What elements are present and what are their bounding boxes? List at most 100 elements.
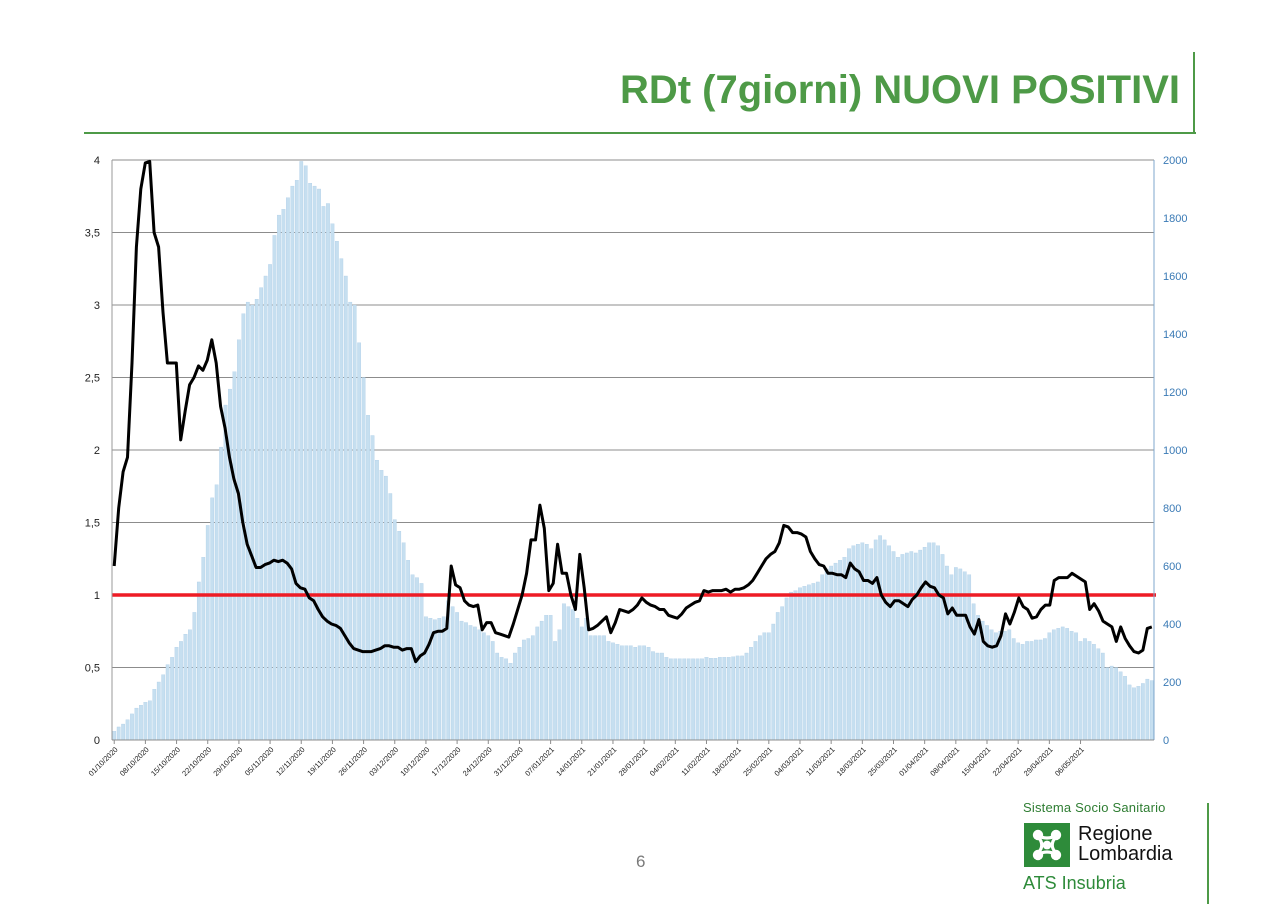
bar (486, 635, 491, 741)
x-tick-label: 26/11/2020 (336, 745, 369, 778)
bar (286, 197, 290, 741)
bar (1020, 644, 1025, 741)
bar (1145, 678, 1150, 741)
bar (905, 552, 909, 741)
bar (994, 632, 998, 741)
bar (1051, 629, 1056, 741)
bar (263, 275, 268, 741)
logo-vertical-divider (1207, 803, 1209, 904)
bar (321, 206, 326, 741)
bar (259, 287, 264, 741)
bar (646, 647, 651, 741)
bar (700, 658, 704, 741)
bar (214, 484, 219, 741)
right-tick-label: 1600 (1163, 271, 1187, 283)
bar (1029, 641, 1034, 741)
bar (588, 635, 593, 741)
bar (1060, 626, 1065, 741)
logo-system-label: Sistema Socio Sanitario (1023, 800, 1166, 815)
page-number: 6 (636, 852, 646, 871)
bar (780, 606, 785, 741)
bar (771, 623, 776, 741)
x-tick-label: 31/12/2020 (492, 745, 525, 778)
bar (695, 658, 700, 741)
bar (611, 642, 615, 741)
bar (205, 525, 210, 741)
bar (660, 652, 664, 741)
x-axis: 01/10/202008/10/202015/10/202022/10/2020… (87, 739, 1154, 778)
logo-ats-label: ATS Insubria (1023, 873, 1126, 893)
bar (807, 584, 811, 741)
bar (281, 209, 286, 741)
bar (615, 644, 620, 741)
bar (1092, 644, 1096, 741)
bar (931, 542, 936, 741)
bar (366, 415, 370, 741)
bar (121, 723, 125, 741)
x-tick-label: 15/10/2020 (149, 745, 182, 778)
x-tick-label: 06/05/2021 (1053, 745, 1086, 778)
bar (424, 616, 428, 741)
bar (535, 626, 540, 741)
bar (669, 658, 673, 741)
x-tick-label: 22/04/2021 (991, 745, 1024, 778)
bar (936, 545, 940, 741)
bar (1007, 629, 1012, 741)
bar (303, 165, 308, 741)
bar (201, 557, 206, 741)
bar (749, 647, 753, 741)
bar (571, 609, 575, 741)
x-tick-label: 08/10/2020 (118, 745, 151, 778)
bar (793, 590, 798, 741)
bar (682, 658, 687, 741)
bar (762, 632, 767, 741)
bar (384, 475, 388, 741)
bar (161, 674, 166, 741)
bar (740, 655, 744, 741)
bar (330, 223, 335, 741)
rosa-camuna-icon (1024, 823, 1070, 867)
bar (1114, 667, 1118, 741)
bar (397, 531, 402, 741)
bar (677, 658, 682, 741)
bar (268, 264, 272, 741)
bar (829, 565, 834, 741)
x-tick-label: 12/11/2020 (274, 745, 307, 778)
x-tick-label: 18/03/2021 (835, 745, 868, 778)
bar (562, 603, 566, 741)
bar (927, 542, 931, 741)
bar (299, 161, 304, 741)
bar (673, 658, 678, 741)
bar (998, 631, 1003, 741)
line-series (112, 159, 1153, 664)
bar (1025, 641, 1029, 741)
bar (450, 606, 455, 741)
bar (789, 591, 793, 741)
bar (1149, 680, 1154, 741)
bar (624, 645, 629, 741)
bar (432, 619, 437, 741)
bar (1132, 687, 1136, 741)
left-tick-label: 4 (94, 155, 100, 167)
left-tick-label: 2 (94, 445, 100, 457)
bar (691, 658, 695, 741)
x-tick-label: 10/12/2020 (398, 745, 431, 778)
x-tick-label: 07/01/2021 (523, 745, 556, 778)
bar (174, 647, 179, 741)
bar (548, 615, 553, 741)
bar (116, 726, 121, 741)
bar (753, 641, 758, 741)
x-tick-label: 28/01/2021 (617, 745, 650, 778)
bar (1043, 638, 1047, 741)
bar (335, 241, 339, 741)
bar (878, 535, 882, 741)
bar (847, 548, 851, 741)
bar (873, 539, 878, 741)
bar (1136, 686, 1141, 741)
right-tick-label: 0 (1163, 735, 1169, 747)
right-tick-label: 600 (1163, 561, 1181, 573)
bar (798, 587, 802, 741)
bar (1105, 667, 1110, 741)
x-tick-label: 18/02/2021 (710, 745, 743, 778)
bar (152, 689, 157, 741)
